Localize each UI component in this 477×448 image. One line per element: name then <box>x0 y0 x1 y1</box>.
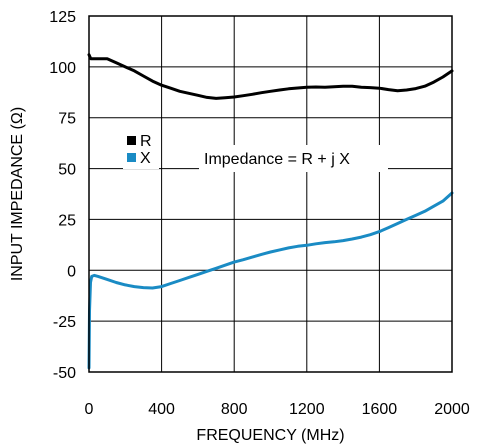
y-tick-label: 0 <box>67 263 76 280</box>
y-tick-label: -50 <box>53 365 76 382</box>
series-line-r <box>87 53 454 100</box>
x-tick-label: 1200 <box>289 401 325 418</box>
legend: R X <box>127 133 152 167</box>
legend-swatch-r <box>127 136 136 145</box>
y-tick-label: 25 <box>58 212 76 229</box>
annotation-text: Impedance = R + j X <box>204 151 350 168</box>
series-line-x <box>87 191 454 370</box>
legend-label-r: R <box>140 133 152 150</box>
legend-background <box>123 129 159 169</box>
y-tick-label: 125 <box>49 9 76 26</box>
y-tick-label: 75 <box>58 111 76 128</box>
y-axis-label: INPUT IMPEDANCE (Ω) <box>9 107 26 281</box>
x-tick-label: 1600 <box>362 401 398 418</box>
annotation-background <box>199 145 388 172</box>
x-tick-label: 800 <box>221 401 248 418</box>
plot-frame <box>88 15 453 373</box>
x-axis-label: FREQUENCY (MHz) <box>196 427 344 444</box>
legend-label-x: X <box>140 150 151 167</box>
tick-labels: 0 400 800 1200 1600 2000 -50 -25 0 25 50 75 100 125 <box>49 9 470 418</box>
legend-swatch-x <box>127 153 136 162</box>
x-tick-label: 0 <box>85 401 94 418</box>
grid-lines <box>89 16 452 372</box>
y-tick-label: 100 <box>49 60 76 77</box>
y-tick-label: 50 <box>58 162 76 179</box>
series-lines <box>87 53 454 370</box>
x-tick-label: 2000 <box>434 401 470 418</box>
y-tick-label: -25 <box>53 314 76 331</box>
x-tick-label: 400 <box>148 401 175 418</box>
